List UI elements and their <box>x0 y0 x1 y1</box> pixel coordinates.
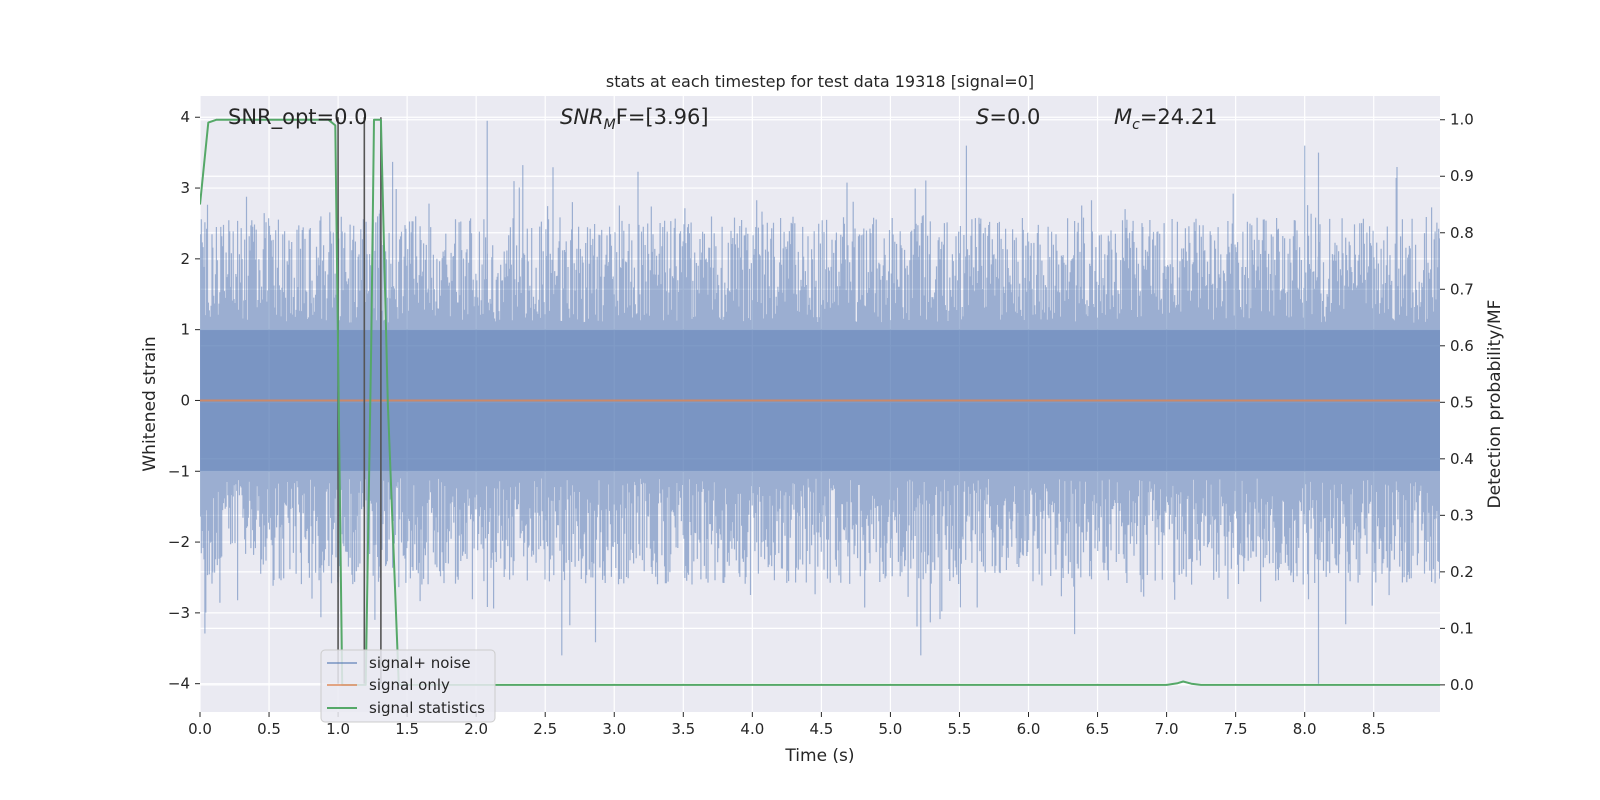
x-tick-label: 5.5 <box>948 720 972 738</box>
legend-label-signal-noise: signal+ noise <box>369 654 471 672</box>
x-tick-label: 7.0 <box>1155 720 1179 738</box>
x-tick-label: 0.0 <box>188 720 212 738</box>
y-left-tick-label: −2 <box>168 533 190 551</box>
signal-statistics-line <box>200 118 1440 686</box>
legend-label-signal-statistics: signal statistics <box>369 699 485 717</box>
x-tick-label: 8.0 <box>1293 720 1317 738</box>
legend-box <box>320 649 496 723</box>
annotation-mc: Mc=24.21 <box>1114 105 1218 133</box>
legend-label-signal-only: signal only <box>369 676 450 694</box>
x-tick-label: 3.0 <box>602 720 626 738</box>
y-left-tick-label: 4 <box>180 108 190 126</box>
x-tick-label: 6.0 <box>1017 720 1041 738</box>
y-right-tick-label: 0.7 <box>1450 280 1474 298</box>
y-left-tick-label: −3 <box>168 604 190 622</box>
y-left-tick-label: 2 <box>180 250 190 268</box>
y-right-tick-label: 0.0 <box>1450 676 1474 694</box>
x-tick-label: 2.0 <box>464 720 488 738</box>
annotation-mc-sub: c <box>1132 117 1140 133</box>
y-right-tick-label: 0.1 <box>1450 619 1474 637</box>
annotation-snr-mf-sub: M <box>604 117 616 133</box>
y-right-tick-label: 0.5 <box>1450 393 1474 411</box>
x-tick-label: 4.0 <box>740 720 764 738</box>
x-tick-label: 3.5 <box>671 720 695 738</box>
x-axis-ticks: 0.0 0.5 1.0 1.5 2.0 2.5 3.0 3.5 4.0 4.5 5.0 5.5 6.0 6… <box>188 712 1386 738</box>
annotation-mc-rest: =24.21 <box>1140 105 1218 129</box>
x-tick-label: 8.5 <box>1362 720 1386 738</box>
annotation-snr-opt: SNR_opt=0.0 <box>228 105 368 130</box>
y-left-axis-label: Whitened strain <box>140 336 160 471</box>
annotation-mc-name: M <box>1114 105 1132 129</box>
y-right-tick-label: 0.6 <box>1450 337 1474 355</box>
y-right-tick-label: 0.2 <box>1450 563 1474 581</box>
x-tick-label: 1.5 <box>395 720 419 738</box>
y-right-tick-label: 1.0 <box>1450 111 1474 129</box>
annotation-s: S=0.0 <box>976 105 1040 129</box>
y-right-tick-label: 0.9 <box>1450 167 1474 185</box>
y-left-tick-label: −1 <box>168 462 190 480</box>
y-left-tick-label: 3 <box>180 179 190 197</box>
x-tick-label: 5.0 <box>878 720 902 738</box>
y-left-tick-label: −4 <box>168 675 190 693</box>
x-tick-label: 7.5 <box>1224 720 1248 738</box>
x-axis-label: Time (s) <box>784 746 854 766</box>
y-left-axis-ticks: 4 3 2 1 0 −1 −2 −3 −4 <box>168 108 200 693</box>
annotation-snr-mf: SNRMF=[3.96] <box>560 105 709 133</box>
y-right-tick-label: 0.3 <box>1450 506 1474 524</box>
legend: signal+ noise signal only signal statist… <box>320 649 496 723</box>
series-signal-statistics <box>200 118 1440 686</box>
x-tick-label: 2.5 <box>533 720 557 738</box>
chart-title: stats at each timestep for test data 193… <box>606 72 1034 91</box>
y-left-tick-label: 0 <box>180 391 190 409</box>
y-right-tick-label: 0.4 <box>1450 450 1474 468</box>
annotation-s-rest: =0.0 <box>989 105 1040 129</box>
y-left-tick-label: 1 <box>180 321 190 339</box>
annotation-snr-mf-rest: F=[3.96] <box>616 105 709 129</box>
x-tick-label: 0.5 <box>257 720 281 738</box>
annotation-snr-mf-name: SNR <box>560 105 604 129</box>
y-right-axis-ticks: 1.0 0.9 0.8 0.7 0.6 0.5 0.4 0.3 0.2 0.1 0.0 <box>1440 111 1474 694</box>
y-right-tick-label: 0.8 <box>1450 224 1474 242</box>
x-tick-label: 4.5 <box>809 720 833 738</box>
x-tick-label: 6.5 <box>1086 720 1110 738</box>
y-right-axis-label: Detection probability/MF <box>1485 300 1505 509</box>
x-tick-label: 1.0 <box>326 720 350 738</box>
annotation-s-name: S <box>976 105 989 129</box>
